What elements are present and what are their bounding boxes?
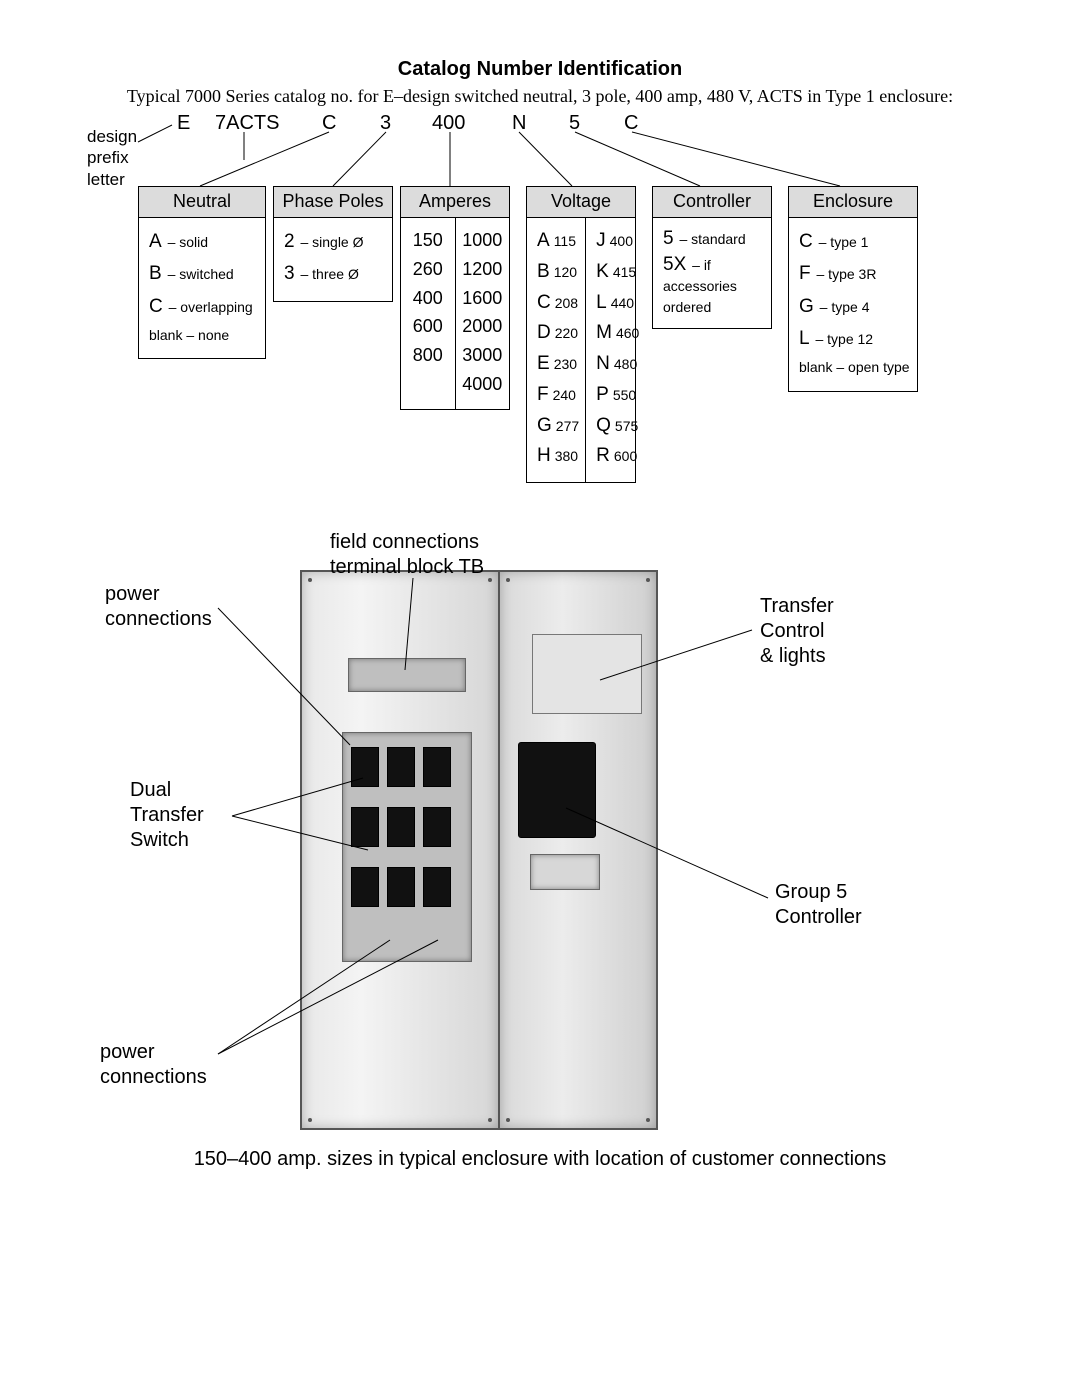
catalog-part-encl: C — [624, 112, 638, 135]
callout-power1: powerconnections — [105, 582, 212, 632]
poles-box-head: Phase Poles — [274, 187, 392, 218]
controller-box-head: Controller — [653, 187, 771, 218]
enclosure-right-door — [498, 570, 658, 1130]
enclosure-drawing — [300, 570, 680, 1130]
neutral-box-head: Neutral — [139, 187, 265, 218]
neutral-box: NeutralA – solidB – switchedC – overlapp… — [138, 186, 266, 359]
poles-box: Phase Poles2 – single Ø3 – three Ø — [273, 186, 393, 302]
voltage-box-head: Voltage — [527, 187, 635, 218]
catalog-part-neutral: C — [322, 112, 336, 135]
callout-xferctl: TransferControl& lights — [760, 594, 834, 669]
amperes-box-head: Amperes — [401, 187, 509, 218]
catalog-part-prefix: E — [177, 112, 190, 135]
voltage-box: VoltageA115B120C208D220E230F240G277H380J… — [526, 186, 636, 483]
enclosure-box: EnclosureC – type 1F – type 3RG – type 4… — [788, 186, 918, 392]
catalog-part-amps: 400 — [432, 112, 465, 135]
enclosure-left-panel — [300, 570, 500, 1130]
callout-power2: powerconnections — [100, 1040, 207, 1090]
enclosure-figure: field connectionsterminal block TB powerc… — [0, 520, 1080, 1160]
catalog-part-voltage: N — [512, 112, 526, 135]
enclosure-box-head: Enclosure — [789, 187, 917, 218]
catalog-part-ctrl: 5 — [569, 112, 580, 135]
callout-field: field connectionsterminal block TB — [330, 530, 484, 580]
page-title: Catalog Number Identification — [0, 58, 1080, 81]
catalog-part-series: 7ACTS — [215, 112, 279, 135]
design-prefix-label: designprefixletter — [87, 126, 137, 190]
amperes-box: Amperes150260400600800100012001600200030… — [400, 186, 510, 410]
callout-grp5: Group 5Controller — [775, 880, 862, 930]
catalog-part-poles: 3 — [380, 112, 391, 135]
controller-box: Controller5 – standard5X – ifaccessories… — [652, 186, 772, 329]
page-subtitle: Typical 7000 Series catalog no. for E–de… — [0, 86, 1080, 107]
callout-dual: DualTransferSwitch — [130, 778, 204, 853]
figure-caption: 150–400 amp. sizes in typical enclosure … — [0, 1148, 1080, 1171]
